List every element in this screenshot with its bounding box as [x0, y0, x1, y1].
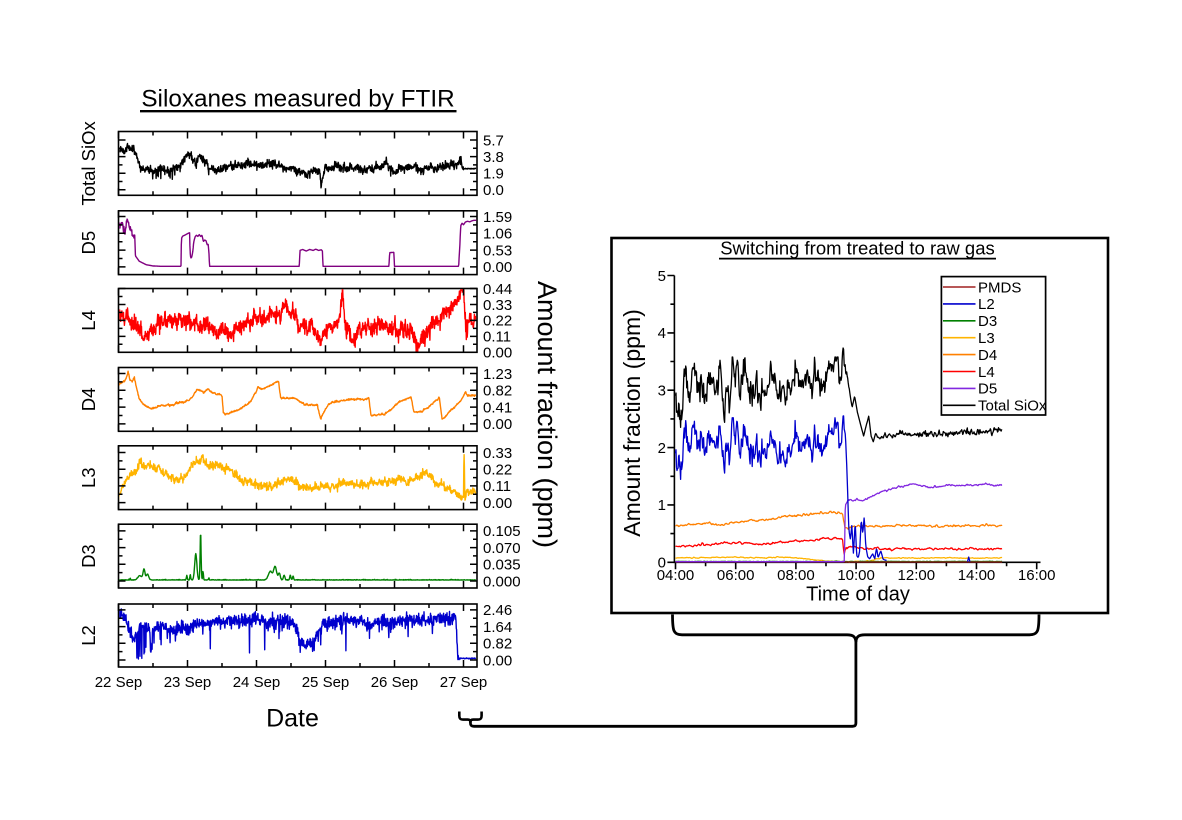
svg-text:23 Sep: 23 Sep	[164, 674, 212, 691]
svg-text:0: 0	[658, 555, 666, 572]
svg-text:25 Sep: 25 Sep	[302, 674, 350, 691]
svg-text:Total SiOx: Total SiOx	[78, 120, 99, 205]
svg-text:06:00: 06:00	[717, 567, 755, 584]
svg-text:2: 2	[658, 440, 666, 457]
svg-text:1.59: 1.59	[483, 209, 512, 226]
svg-text:L4: L4	[78, 310, 99, 331]
svg-text:D4: D4	[78, 388, 99, 412]
svg-text:10:00: 10:00	[837, 567, 875, 584]
svg-text:Total SiOx: Total SiOx	[978, 398, 1047, 415]
svg-text:08:00: 08:00	[777, 567, 815, 584]
svg-text:0.00: 0.00	[483, 345, 512, 362]
svg-text:0.035: 0.035	[483, 557, 521, 574]
svg-text:PMDS: PMDS	[978, 279, 1021, 296]
svg-text:D5: D5	[78, 231, 99, 255]
svg-text:Time of day: Time of day	[806, 584, 910, 606]
svg-text:L3: L3	[978, 330, 995, 347]
svg-text:0.11: 0.11	[483, 478, 511, 495]
svg-text:Siloxanes measured by FTIR: Siloxanes measured by FTIR	[141, 86, 454, 113]
svg-text:1.23: 1.23	[483, 366, 512, 383]
svg-text:04:00: 04:00	[657, 567, 695, 584]
svg-text:0.44: 0.44	[483, 281, 512, 298]
svg-text:5.7: 5.7	[483, 132, 504, 149]
svg-text:0.00: 0.00	[483, 416, 512, 433]
svg-text:D3: D3	[78, 544, 99, 568]
svg-text:26 Sep: 26 Sep	[371, 674, 419, 691]
svg-text:1.9: 1.9	[483, 166, 504, 183]
svg-text:0.070: 0.070	[483, 540, 521, 557]
svg-text:3: 3	[658, 383, 666, 400]
svg-text:L2: L2	[78, 625, 99, 646]
svg-text:1.06: 1.06	[483, 226, 512, 243]
svg-text:0.105: 0.105	[483, 523, 521, 540]
svg-text:16:00: 16:00	[1018, 567, 1056, 584]
svg-text:0.53: 0.53	[483, 242, 512, 259]
svg-text:Date: Date	[266, 705, 319, 733]
svg-text:14:00: 14:00	[958, 567, 996, 584]
svg-text:4: 4	[658, 325, 666, 342]
svg-text:0.22: 0.22	[483, 313, 512, 330]
svg-text:0.33: 0.33	[483, 297, 512, 314]
svg-text:L3: L3	[78, 467, 99, 488]
svg-text:12:00: 12:00	[898, 567, 936, 584]
svg-text:0.00: 0.00	[483, 495, 512, 512]
svg-text:27 Sep: 27 Sep	[440, 674, 488, 691]
svg-text:0.41: 0.41	[483, 399, 512, 416]
svg-text:3.8: 3.8	[483, 149, 504, 166]
svg-text:1: 1	[658, 497, 666, 514]
svg-text:Amount fraction (ppm): Amount fraction (ppm)	[619, 309, 645, 537]
svg-text:2.46: 2.46	[483, 602, 512, 619]
svg-text:1.64: 1.64	[483, 619, 512, 636]
svg-text:5: 5	[658, 268, 666, 285]
svg-text:0.82: 0.82	[483, 383, 512, 400]
svg-text:0.00: 0.00	[483, 259, 512, 276]
svg-text:0.82: 0.82	[483, 636, 512, 653]
svg-text:22 Sep: 22 Sep	[95, 674, 143, 691]
svg-text:0.000: 0.000	[483, 573, 521, 590]
svg-text:0.22: 0.22	[483, 462, 512, 479]
svg-text:L2: L2	[978, 296, 995, 313]
svg-text:L4: L4	[978, 364, 995, 381]
svg-text:D4: D4	[978, 347, 997, 364]
svg-text:D5: D5	[978, 381, 997, 398]
svg-text:Amount fraction (ppm): Amount fraction (ppm)	[532, 281, 562, 548]
svg-text:Switching from treated to raw: Switching from treated to raw gas	[720, 238, 995, 259]
svg-text:24 Sep: 24 Sep	[233, 674, 281, 691]
svg-text:0.0: 0.0	[483, 182, 504, 199]
svg-text:0.00: 0.00	[483, 652, 512, 669]
svg-text:0.11: 0.11	[483, 329, 511, 346]
svg-text:0.33: 0.33	[483, 445, 512, 462]
svg-text:D3: D3	[978, 313, 997, 330]
